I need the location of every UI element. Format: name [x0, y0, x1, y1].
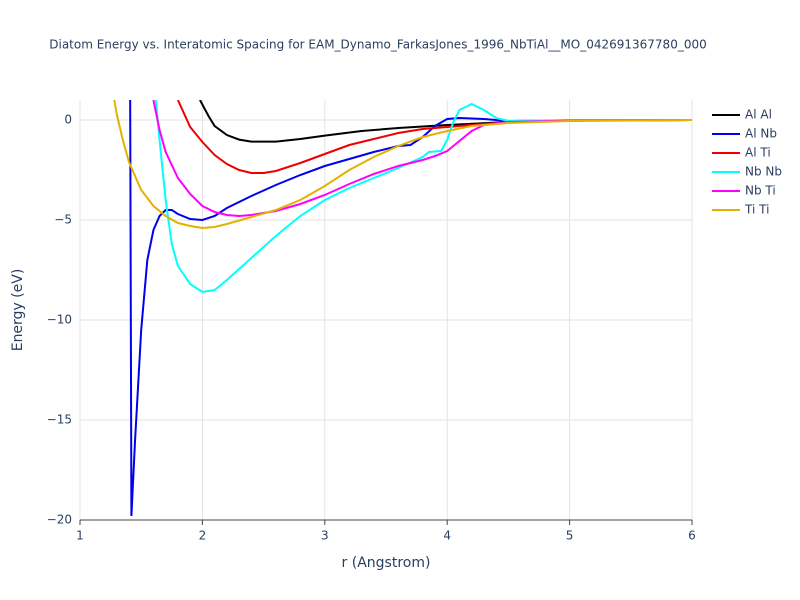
legend-label: Al Ti [745, 146, 771, 160]
series-line [129, 100, 692, 517]
x-axis-title: r (Angstrom) [342, 555, 431, 571]
y-tick-label: 0 [64, 113, 72, 127]
y-tick-label: −10 [47, 313, 72, 327]
legend-label: Ti Ti [744, 203, 769, 217]
x-tick-label: 2 [199, 529, 207, 543]
y-tick-label: −5 [54, 213, 72, 227]
x-tick-label: 3 [321, 529, 329, 543]
x-tick-label: 5 [566, 529, 574, 543]
x-tick-label: 1 [76, 529, 84, 543]
legend-label: Nb Nb [745, 165, 782, 179]
y-tick-label: −20 [47, 513, 72, 527]
legend-label: Al Al [745, 108, 772, 122]
plot-area [113, 100, 692, 517]
series-line [154, 100, 692, 294]
x-tick-label: 4 [443, 529, 451, 543]
series-line [113, 100, 692, 230]
series-line [177, 100, 692, 174]
x-tick-label: 6 [688, 529, 696, 543]
chart-title: Diatom Energy vs. Interatomic Spacing fo… [49, 38, 706, 52]
legend: Al Al Al Nb Al Ti Nb Nb Nb Ti Ti Ti [712, 108, 782, 217]
legend-label: Al Nb [745, 127, 777, 141]
y-tick-label: −15 [47, 413, 72, 427]
y-axis-title: Energy (eV) [10, 269, 26, 352]
legend-label: Nb Ti [745, 184, 776, 198]
series-line [152, 100, 692, 218]
grid: 1 2 3 4 5 6 −20 −15 −10 −5 0 [47, 100, 696, 543]
